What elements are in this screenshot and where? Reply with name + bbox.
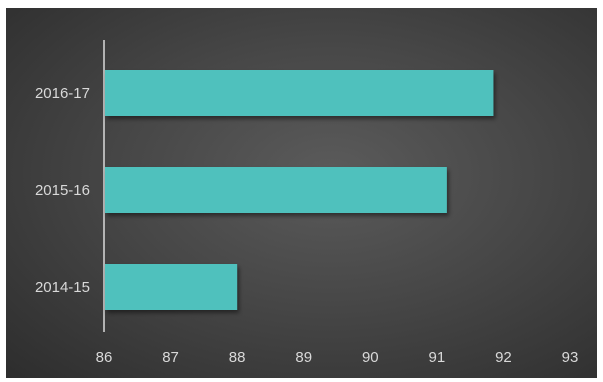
x-tick-label-88: 88 <box>229 349 246 366</box>
x-tick-label-87: 87 <box>162 349 179 366</box>
x-tick-labels-group: 86 87 88 89 90 91 92 93 <box>96 349 579 366</box>
category-label-2016-17: 2016-17 <box>35 85 90 102</box>
x-tick-label-93: 93 <box>562 349 579 366</box>
x-tick-label-91: 91 <box>429 349 446 366</box>
bar-2016-17 <box>105 70 494 116</box>
category-labels-group: 2016-17 2015-16 2014-15 <box>35 85 90 296</box>
x-tick-label-86: 86 <box>96 349 113 366</box>
category-label-2014-15: 2014-15 <box>35 279 90 296</box>
bars-group <box>105 70 494 310</box>
bar-2015-16 <box>105 167 447 213</box>
bar-2014-15 <box>105 264 238 310</box>
x-tick-label-92: 92 <box>495 349 512 366</box>
x-tick-label-90: 90 <box>362 349 379 366</box>
x-tick-label-89: 89 <box>295 349 312 366</box>
category-label-2015-16: 2015-16 <box>35 182 90 199</box>
